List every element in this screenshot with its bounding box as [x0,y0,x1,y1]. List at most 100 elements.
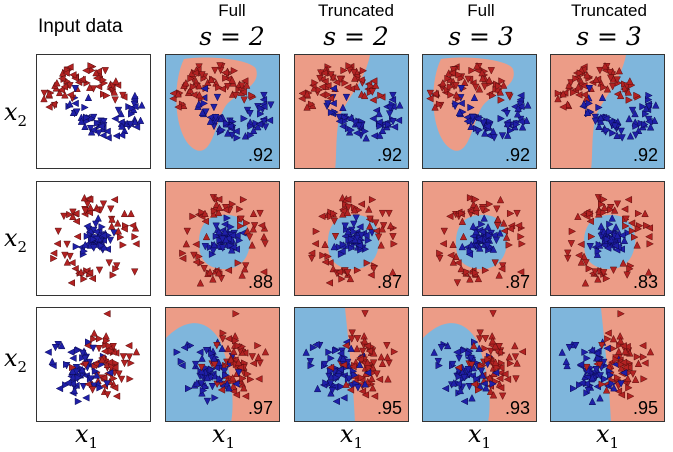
red-point [66,82,74,90]
red-point [499,81,508,89]
blue-point [385,120,393,129]
red-point [214,268,223,277]
red-point [198,208,206,216]
blue-point [249,126,258,135]
blue-point [592,349,601,358]
blue-point [111,114,119,123]
red-point [343,195,352,204]
blue-point [348,244,356,252]
blue-point [88,114,96,123]
blue-point [518,123,527,131]
red-point [475,386,483,394]
scatter-plot [44,310,141,406]
blue-point [77,117,86,125]
blue-point [97,241,106,250]
red-point [625,363,633,372]
red-point [88,274,96,283]
red-point [598,342,606,350]
blue-point [228,231,236,240]
red-point [219,329,228,337]
red-point [386,221,395,230]
blue-point [481,129,489,137]
accuracy-label: .97 [247,398,273,418]
red-point [72,209,80,218]
blue-point [475,126,484,134]
red-point [616,336,625,345]
scatter-plot [551,308,664,421]
blue-point [223,214,232,222]
blue-point [226,241,235,250]
blue-point [81,240,89,249]
red-point [598,200,606,208]
blue-point [241,132,250,140]
axis-base: x [596,420,610,448]
red-point [232,391,241,399]
blue-point [597,222,605,230]
blue-point [193,379,201,387]
red-point [503,375,512,384]
blue-point [221,227,229,236]
red-point [638,341,647,350]
red-point [436,254,444,263]
red-point [452,90,461,99]
red-point [312,227,321,236]
blue-point [216,236,224,245]
red-point [487,347,495,356]
red-point [446,83,455,91]
red-point [229,387,238,396]
blue-point [476,244,484,252]
blue-point [645,117,653,126]
axis-base: x [212,420,226,448]
scatter-plot [166,308,279,421]
blue-point [218,235,227,244]
blue-point [632,131,640,140]
red-point [325,279,333,287]
blue-point [71,99,79,108]
red-point [602,274,611,283]
blue-point [48,357,56,366]
red-point [191,69,199,77]
red-point [454,259,462,267]
blue-point [335,113,344,122]
red-point [615,66,624,75]
red-point [497,96,506,104]
red-point [174,89,182,98]
red-point [360,91,369,100]
blue-point [645,91,653,100]
red-point [111,363,119,372]
blue-point [645,102,653,111]
red-point [229,382,238,390]
red-point [357,200,366,208]
col-label-3: x1 [340,420,363,452]
red-point [458,217,467,225]
red-point [100,347,109,356]
red-point [513,209,521,218]
blue-point [220,367,229,376]
blue-point [480,214,488,222]
blue-point [610,383,618,392]
red-point [224,266,233,274]
red-point [234,358,243,366]
red-point [351,74,359,82]
red-point [497,363,505,372]
red-point [95,266,104,275]
blue-point [467,354,475,363]
blue-point [302,348,310,356]
red-point [103,91,111,100]
blue-point [631,109,639,118]
blue-point [341,222,349,231]
red-point [449,240,457,248]
red-point [497,265,506,273]
blue-point [603,244,612,252]
red-point [633,91,641,100]
red-point [257,221,266,230]
blue-point [55,384,64,393]
scatter-plot [295,308,408,421]
red-point [604,335,612,343]
red-point [631,233,639,241]
red-point [491,358,500,366]
blue-point [86,124,95,133]
red-point [120,209,129,218]
red-point [210,207,219,215]
blue-point [208,382,217,391]
